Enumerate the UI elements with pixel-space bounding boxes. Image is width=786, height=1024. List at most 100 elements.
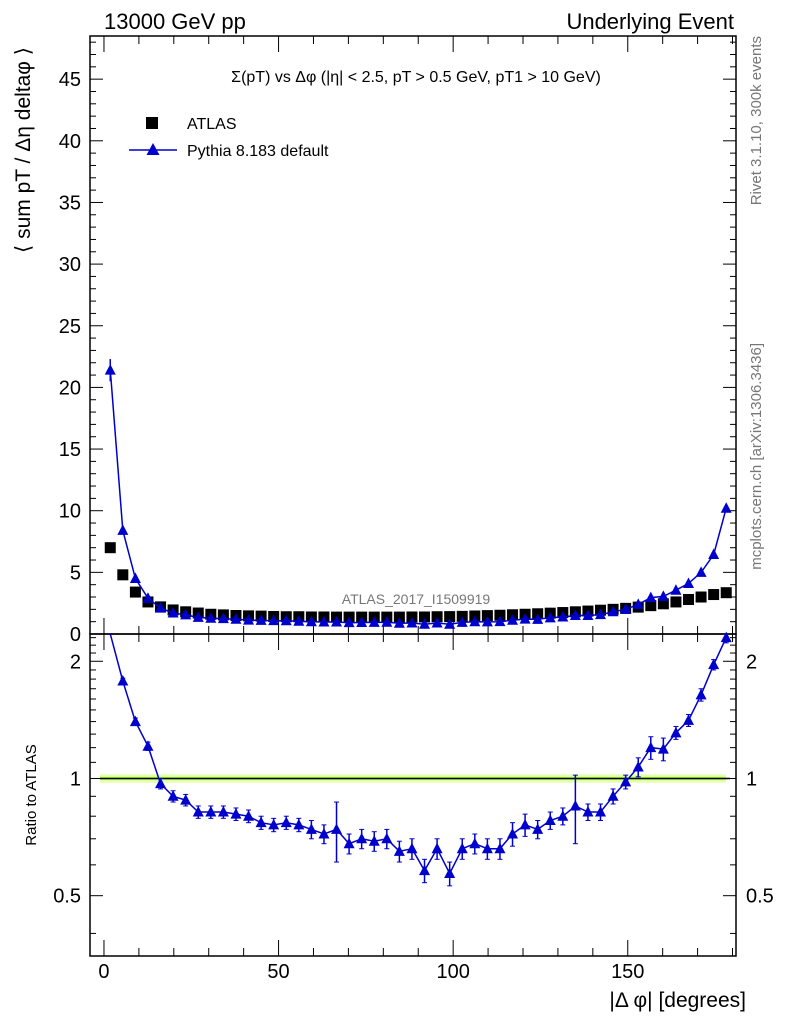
pythia-point <box>180 608 192 620</box>
legend-atlas-label: ATLAS <box>187 116 237 133</box>
ratio-point <box>381 832 393 844</box>
pythia-point <box>683 577 695 588</box>
ratio-point <box>620 775 632 787</box>
ratio-point <box>557 810 569 821</box>
pythia-point <box>519 613 531 624</box>
pythia-point <box>381 616 393 627</box>
pythia-point <box>569 609 581 621</box>
pythia-point <box>255 614 267 625</box>
main-y-tick-label: 5 <box>70 562 81 584</box>
pythia-point <box>129 572 141 584</box>
ratio-line <box>109 633 727 876</box>
ratio-point <box>268 818 280 830</box>
pythia-point <box>406 617 418 628</box>
ratio-point <box>645 741 657 753</box>
main-y-axis-label: ⟨ sum pT / Δη deltaφ ⟩ <box>12 47 35 253</box>
atlas-point <box>481 610 493 622</box>
ratio-point <box>343 837 355 849</box>
pythia-point <box>293 615 305 626</box>
pythia-point <box>469 615 481 627</box>
ratio-point <box>481 842 493 854</box>
ratio-y-tick-label: 1 <box>70 768 81 790</box>
pythia-point <box>393 617 405 628</box>
pythia-point <box>331 616 343 627</box>
ratio-point <box>695 688 707 700</box>
ratio-point <box>356 832 368 844</box>
x-tick-label: 100 <box>436 961 469 983</box>
atlas-point <box>104 542 116 554</box>
rivet-label: Rivet 3.1.10, 300k events <box>748 36 765 205</box>
pythia-point <box>280 614 292 626</box>
ratio-panel: Ratio to ATLAS |Δ φ| [degrees] 0.5 0.5 1 1 2… <box>23 631 774 1012</box>
atlas-point <box>683 593 695 605</box>
ratio-y-tick-label-right: 0.5 <box>746 886 774 908</box>
pythia-point <box>230 613 242 624</box>
ratio-y-tick-label-right: 1 <box>746 768 757 790</box>
ratio-point <box>444 867 456 879</box>
ratio-point <box>683 714 695 725</box>
atlas-point <box>444 611 456 623</box>
ratio-y-tick-label: 0.5 <box>53 886 81 908</box>
pythia-point <box>494 615 506 627</box>
pythia-point <box>419 618 431 629</box>
pythia-point <box>205 612 217 623</box>
ratio-point <box>469 837 481 849</box>
x-tick-label: 50 <box>267 961 289 983</box>
pythia-point <box>167 607 179 618</box>
x-axis-label: |Δ φ| [degrees] <box>609 989 746 1012</box>
ratio-point <box>243 810 255 821</box>
main-y-tick-label: 45 <box>59 69 81 91</box>
pythia-point <box>607 605 619 617</box>
pythia-point <box>695 566 707 577</box>
watermark: ATLAS_2017_I1509919 <box>342 591 491 607</box>
pythia-point <box>318 616 330 627</box>
pythia-point <box>217 612 229 624</box>
pythia-point <box>582 609 594 621</box>
ratio-point <box>368 835 380 846</box>
ratio-point <box>205 806 217 817</box>
pythia-point <box>645 591 657 603</box>
ratio-point <box>494 842 506 854</box>
header-left: 13000 GeV pp <box>104 9 246 34</box>
ratio-point <box>532 823 544 834</box>
header-right: Underlying Event <box>566 9 734 34</box>
ratio-point <box>192 806 204 817</box>
ratio-point <box>155 777 167 789</box>
x-tick-label: 0 <box>98 961 109 983</box>
pythia-point <box>356 616 368 628</box>
pythia-point <box>595 608 607 620</box>
atlas-point <box>657 598 669 610</box>
main-title: Σ(pT) vs Δφ (|η| < 2.5, pT > 0.5 GeV, pT… <box>231 69 601 86</box>
pythia-point <box>444 618 456 629</box>
pythia-point <box>657 590 669 601</box>
legend-pythia-marker <box>146 143 160 155</box>
mcplots-label: mcplots.cern.ch [arXiv:1306.3436] <box>748 343 765 570</box>
main-y-tick-label: 40 <box>59 131 81 153</box>
ratio-point <box>519 818 531 830</box>
main-y-tick-label: 15 <box>59 439 81 461</box>
ratio-point <box>230 808 242 819</box>
pythia-point <box>670 584 682 595</box>
ratio-point <box>280 816 292 828</box>
legend: ATLAS Pythia 8.183 default <box>129 116 329 160</box>
ratio-point <box>544 814 556 825</box>
main-y-tick-label: 10 <box>59 501 81 523</box>
pythia-point <box>431 617 443 628</box>
pythia-point <box>456 616 468 627</box>
ratio-point <box>255 816 267 828</box>
ratio-point <box>632 761 644 772</box>
pythia-point <box>532 613 544 624</box>
ratio-point <box>670 726 682 738</box>
ratio-point <box>419 864 431 876</box>
atlas-point <box>456 610 468 622</box>
x-tick-label: 150 <box>611 961 644 983</box>
atlas-point <box>494 609 506 621</box>
ratio-point <box>657 743 669 754</box>
ratio-point <box>595 806 607 817</box>
ratio-point <box>569 799 581 811</box>
atlas-point <box>708 589 720 601</box>
main-y-tick-label: 30 <box>59 254 81 276</box>
atlas-point <box>645 600 657 612</box>
legend-atlas-marker <box>146 117 158 129</box>
ratio-point <box>720 631 732 643</box>
